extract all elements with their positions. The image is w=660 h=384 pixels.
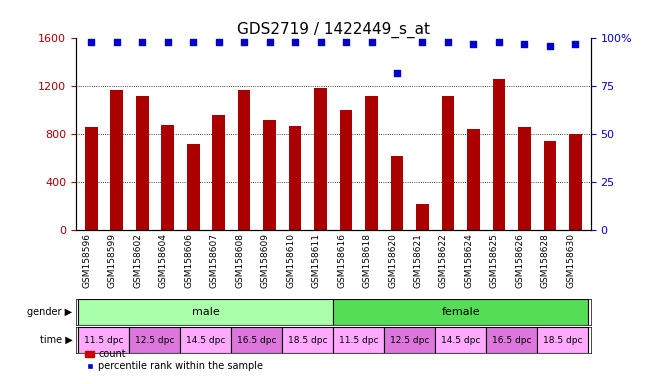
Point [264, 39, 275, 45]
Text: 14.5 dpc: 14.5 dpc [441, 336, 480, 345]
Point [137, 39, 147, 45]
Point [86, 39, 96, 45]
Text: GSM158625: GSM158625 [490, 233, 499, 288]
Bar [442, 96, 454, 230]
Text: 18.5 dpc: 18.5 dpc [288, 336, 327, 345]
Text: GSM158621: GSM158621 [414, 233, 422, 288]
Point [162, 39, 173, 45]
Bar [288, 126, 302, 230]
Text: 12.5 dpc: 12.5 dpc [135, 336, 175, 345]
Bar [213, 115, 225, 230]
Bar [232, 327, 282, 353]
Bar [333, 327, 384, 353]
Text: female: female [442, 307, 480, 317]
Bar [180, 327, 232, 353]
Point [519, 41, 530, 47]
Point [188, 39, 199, 45]
Point [341, 39, 351, 45]
Text: GSM158604: GSM158604 [158, 233, 168, 288]
Bar [365, 96, 378, 230]
Bar [79, 327, 129, 353]
Bar [416, 204, 429, 230]
Bar [391, 156, 403, 230]
Text: 12.5 dpc: 12.5 dpc [390, 336, 430, 345]
Bar [282, 327, 333, 353]
Point [239, 39, 249, 45]
Bar [314, 88, 327, 230]
Point [112, 39, 122, 45]
Text: 11.5 dpc: 11.5 dpc [84, 336, 123, 345]
Text: GSM158618: GSM158618 [362, 233, 372, 288]
Text: 16.5 dpc: 16.5 dpc [492, 336, 531, 345]
Point [443, 39, 453, 45]
Legend: count, percentile rank within the sample: count, percentile rank within the sample [81, 346, 267, 375]
Text: male: male [192, 307, 220, 317]
Bar [333, 299, 588, 325]
Text: GSM158628: GSM158628 [541, 233, 550, 288]
Text: GSM158599: GSM158599 [108, 233, 117, 288]
Point [570, 41, 581, 47]
Point [315, 39, 326, 45]
Text: GSM158626: GSM158626 [515, 233, 525, 288]
Text: gender ▶: gender ▶ [28, 307, 73, 317]
Bar [340, 110, 352, 230]
Title: GDS2719 / 1422449_s_at: GDS2719 / 1422449_s_at [237, 22, 430, 38]
Text: GSM158630: GSM158630 [566, 233, 576, 288]
Point [417, 39, 428, 45]
Text: GSM158608: GSM158608 [235, 233, 244, 288]
Text: GSM158622: GSM158622 [439, 233, 448, 288]
Text: 14.5 dpc: 14.5 dpc [186, 336, 226, 345]
Bar [136, 96, 148, 230]
Point [468, 41, 478, 47]
Text: GSM158620: GSM158620 [388, 233, 397, 288]
Text: GSM158610: GSM158610 [286, 233, 295, 288]
Bar [435, 327, 486, 353]
Bar [492, 79, 506, 230]
Bar [85, 127, 98, 230]
Text: GSM158607: GSM158607 [210, 233, 218, 288]
Bar [569, 134, 581, 230]
Text: GSM158611: GSM158611 [312, 233, 321, 288]
Text: GSM158596: GSM158596 [82, 233, 91, 288]
Text: 11.5 dpc: 11.5 dpc [339, 336, 379, 345]
Point [392, 70, 403, 76]
Point [494, 39, 504, 45]
Point [290, 39, 300, 45]
Text: time ▶: time ▶ [40, 335, 73, 345]
Bar [544, 141, 556, 230]
Bar [129, 327, 180, 353]
Bar [263, 120, 276, 230]
Text: GSM158606: GSM158606 [184, 233, 193, 288]
Text: 16.5 dpc: 16.5 dpc [237, 336, 277, 345]
Bar [79, 299, 333, 325]
Point [213, 39, 224, 45]
Text: GSM158609: GSM158609 [261, 233, 269, 288]
Bar [467, 129, 480, 230]
Bar [384, 327, 435, 353]
Bar [518, 127, 531, 230]
Text: GSM158616: GSM158616 [337, 233, 346, 288]
Point [366, 39, 377, 45]
Text: 18.5 dpc: 18.5 dpc [543, 336, 582, 345]
Bar [187, 144, 199, 230]
Bar [537, 327, 588, 353]
Text: GSM158602: GSM158602 [133, 233, 142, 288]
Bar [486, 327, 537, 353]
Bar [110, 91, 123, 230]
Bar [238, 91, 251, 230]
Point [544, 43, 555, 49]
Bar [161, 125, 174, 230]
Text: GSM158624: GSM158624 [465, 233, 473, 288]
